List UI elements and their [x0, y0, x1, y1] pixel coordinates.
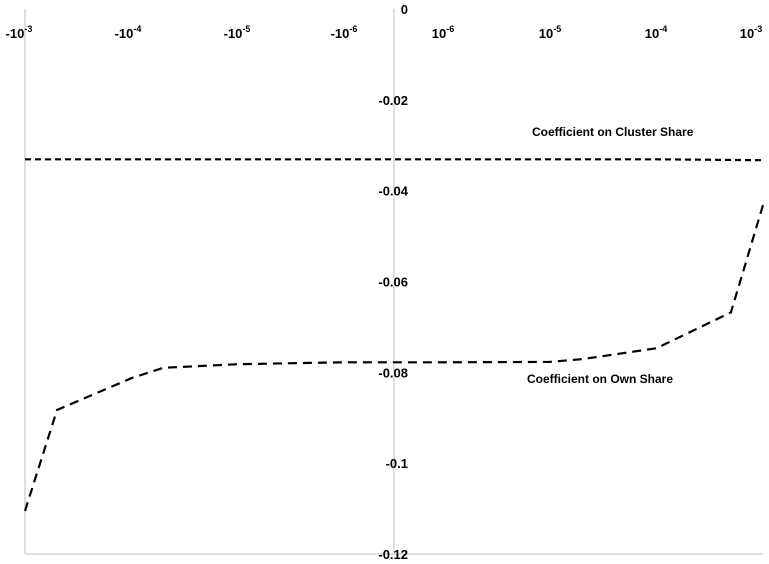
annotation-own-share: Coefficient on Own Share [527, 372, 673, 386]
y-tick-label: -0.04 [378, 184, 408, 199]
y-tick-label: 0 [401, 2, 408, 17]
y-axis-tick-labels: 0 -0.02 -0.04 -0.06 -0.08 -0.1 -0.12 [378, 2, 408, 562]
y-tick-label: -0.02 [378, 93, 408, 108]
y-tick-label: -0.1 [386, 456, 408, 471]
x-tick-label: -10-3 [6, 24, 33, 41]
plot-area [24, 9, 763, 555]
series-line-cluster-share [25, 158, 764, 162]
x-axis-tick-labels: -10-3 -10-4 -10-5 -10-6 10-6 10-5 10-4 10-3 [6, 24, 763, 41]
series-lines [23, 158, 765, 512]
y-tick-label: -0.06 [378, 275, 408, 290]
x-tick-label: 10-3 [740, 24, 762, 41]
y-tick-label: -0.12 [378, 547, 408, 562]
series-line-own-share [23, 204, 765, 512]
x-tick-label: 10-4 [645, 24, 667, 41]
annotation-cluster-share: Coefficient on Cluster Share [532, 125, 694, 139]
x-tick-label: -10-4 [115, 24, 142, 41]
x-tick-label: -10-5 [224, 24, 251, 41]
x-tick-label: 10-5 [539, 24, 561, 41]
x-tick-label: -10-6 [331, 24, 358, 41]
x-tick-label: 10-6 [432, 24, 454, 41]
y-tick-label: -0.08 [378, 365, 408, 380]
